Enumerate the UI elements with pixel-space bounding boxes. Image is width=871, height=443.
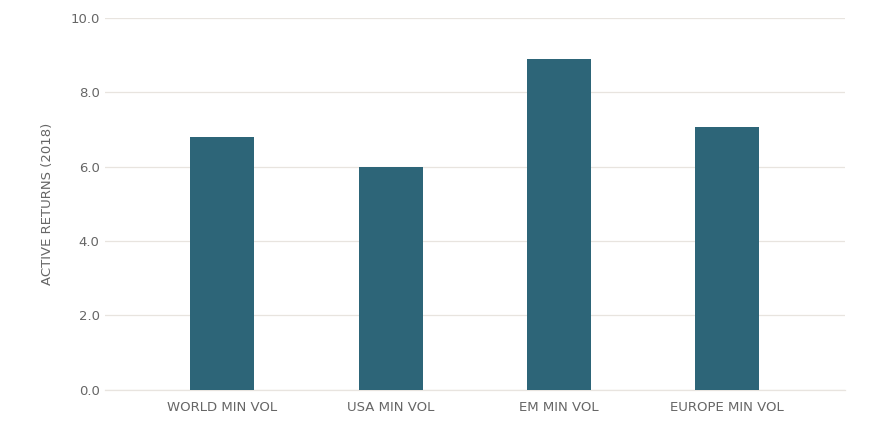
- Bar: [695, 128, 759, 390]
- Y-axis label: ACTIVE RETURNS (2018): ACTIVE RETURNS (2018): [41, 123, 54, 285]
- Bar: [527, 58, 591, 390]
- Bar: [359, 167, 422, 390]
- Bar: [191, 137, 254, 390]
